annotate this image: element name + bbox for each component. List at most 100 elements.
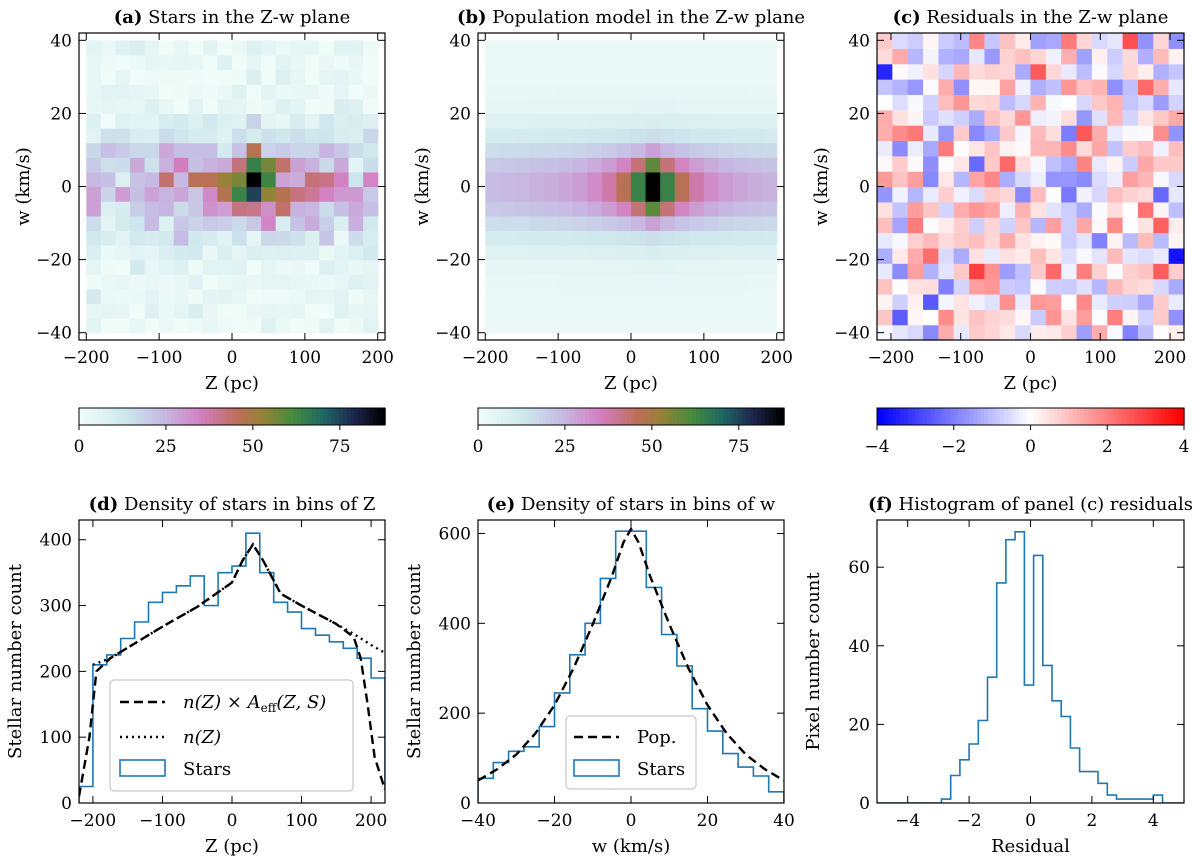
- heatmap-cell: [923, 186, 939, 203]
- heatmap-cell: [747, 186, 763, 202]
- heatmap-cell: [877, 217, 893, 234]
- heatmap-cell: [938, 309, 955, 326]
- legend-stars-swatch: [119, 759, 166, 777]
- colorbar-swatch: [1084, 408, 1089, 425]
- heatmap-cell: [202, 98, 219, 115]
- heatmap-cell: [572, 230, 588, 246]
- heatmap-cell: [543, 157, 559, 173]
- colorbar-swatch: [274, 408, 279, 425]
- heatmap-cell: [1045, 324, 1062, 341]
- heatmap-cell: [953, 324, 970, 341]
- heatmap-cell: [529, 157, 545, 173]
- colorbar-swatch: [308, 408, 314, 425]
- heatmap-cell: [246, 142, 262, 158]
- heatmap-cell: [587, 128, 603, 144]
- heatmap-cell: [587, 303, 603, 319]
- heatmap-cell: [363, 186, 379, 202]
- heatmap-cell: [334, 98, 350, 115]
- heatmap-cell: [689, 215, 705, 231]
- x-tick-label: 0: [626, 811, 637, 831]
- colorbar-swatch: [489, 408, 495, 425]
- chart-title-text: Density of stars in bins of Z: [118, 494, 375, 515]
- heatmap-cell: [232, 54, 248, 71]
- colorbar-swatch: [741, 408, 747, 425]
- heatmap-cell: [747, 201, 763, 217]
- chart-title-e: (e) Density of stars in bins of w: [487, 494, 776, 515]
- heatmap-cell: [1015, 263, 1032, 280]
- heatmap-cell: [558, 84, 574, 100]
- heatmap-cell: [660, 142, 676, 158]
- x-tick-label: 100: [1084, 348, 1116, 368]
- heatmap-cell: [1137, 63, 1154, 80]
- heatmap-cell: [907, 278, 924, 295]
- y-tick-label: 40: [848, 31, 870, 51]
- colorbar-swatch: [569, 408, 575, 425]
- heatmap-cell: [261, 230, 277, 246]
- heatmap-cell: [674, 84, 690, 100]
- heatmap-cell: [660, 128, 676, 144]
- heatmap-cell: [762, 201, 778, 217]
- heatmap-cell: [616, 318, 632, 334]
- heatmap-cell: [232, 288, 248, 305]
- heatmap-cell: [1045, 155, 1062, 172]
- heatmap-cell: [747, 84, 763, 100]
- colorbar-swatch: [1114, 408, 1120, 425]
- heatmap-cell: [115, 230, 131, 246]
- colorbar-swatch: [235, 408, 241, 425]
- heatmap-cell: [275, 186, 291, 202]
- heatmap-cell: [319, 274, 335, 290]
- heatmap-cell: [953, 155, 970, 172]
- heatmap-cell: [261, 215, 277, 231]
- heatmap-cell: [130, 244, 146, 261]
- heatmap-cell: [762, 54, 778, 71]
- heatmap-cell: [601, 157, 618, 173]
- heatmap-cell: [304, 274, 321, 290]
- heatmap-cell: [1045, 140, 1062, 157]
- heatmap-cell: [953, 48, 970, 65]
- heatmap-cell: [485, 113, 501, 129]
- heatmap-cell: [689, 157, 705, 173]
- heatmap-cell: [923, 33, 939, 49]
- heatmap-cell: [275, 318, 291, 334]
- heatmap-cell: [144, 40, 160, 56]
- colorbar-swatch: [722, 408, 728, 425]
- heatmap-cell: [290, 318, 306, 334]
- heatmap-cell: [144, 230, 160, 246]
- heatmap-cell: [543, 230, 559, 246]
- x-tick-label: −2: [957, 811, 982, 831]
- heatmap-cell: [115, 201, 131, 217]
- heatmap-cell: [984, 217, 1001, 234]
- heatmap-cell: [159, 259, 175, 275]
- heatmap-cell: [543, 40, 559, 56]
- heatmap-cell: [275, 157, 291, 173]
- heatmap-cell: [1153, 63, 1170, 80]
- heatmap-cell: [1091, 293, 1108, 310]
- heatmap-cell: [892, 201, 909, 218]
- colorbar-swatch: [888, 408, 894, 425]
- heatmap-cell: [232, 259, 248, 275]
- heatmap-cell: [130, 69, 146, 85]
- y-axis-label: w (km/s): [811, 147, 832, 225]
- heatmap-cell: [1153, 79, 1170, 95]
- colorbar-swatch: [749, 408, 755, 425]
- heatmap-cell: [144, 186, 160, 202]
- x-tick-label: −40: [460, 811, 496, 831]
- heatmap-cell: [275, 142, 291, 158]
- colorbar-tick-label: 0: [74, 437, 85, 457]
- heatmap-cell: [923, 48, 939, 65]
- heatmap-cell: [543, 113, 559, 129]
- heatmap-cell: [1153, 125, 1170, 142]
- x-tick-label: 0: [227, 811, 238, 831]
- heatmap-cell: [290, 113, 306, 129]
- colorbar-swatch: [178, 408, 183, 425]
- heatmap-cell: [1107, 293, 1124, 310]
- heatmap-cell: [1061, 186, 1078, 203]
- heatmap-cell: [747, 215, 763, 231]
- heatmap-cell: [1015, 324, 1032, 341]
- heatmap-cell: [217, 201, 233, 217]
- heatmap-cell: [877, 79, 893, 95]
- heatmap-cell: [892, 94, 909, 111]
- heatmap-cell: [1015, 33, 1032, 49]
- heatmap-cell: [1122, 63, 1139, 80]
- heatmap-cell: [1168, 293, 1185, 310]
